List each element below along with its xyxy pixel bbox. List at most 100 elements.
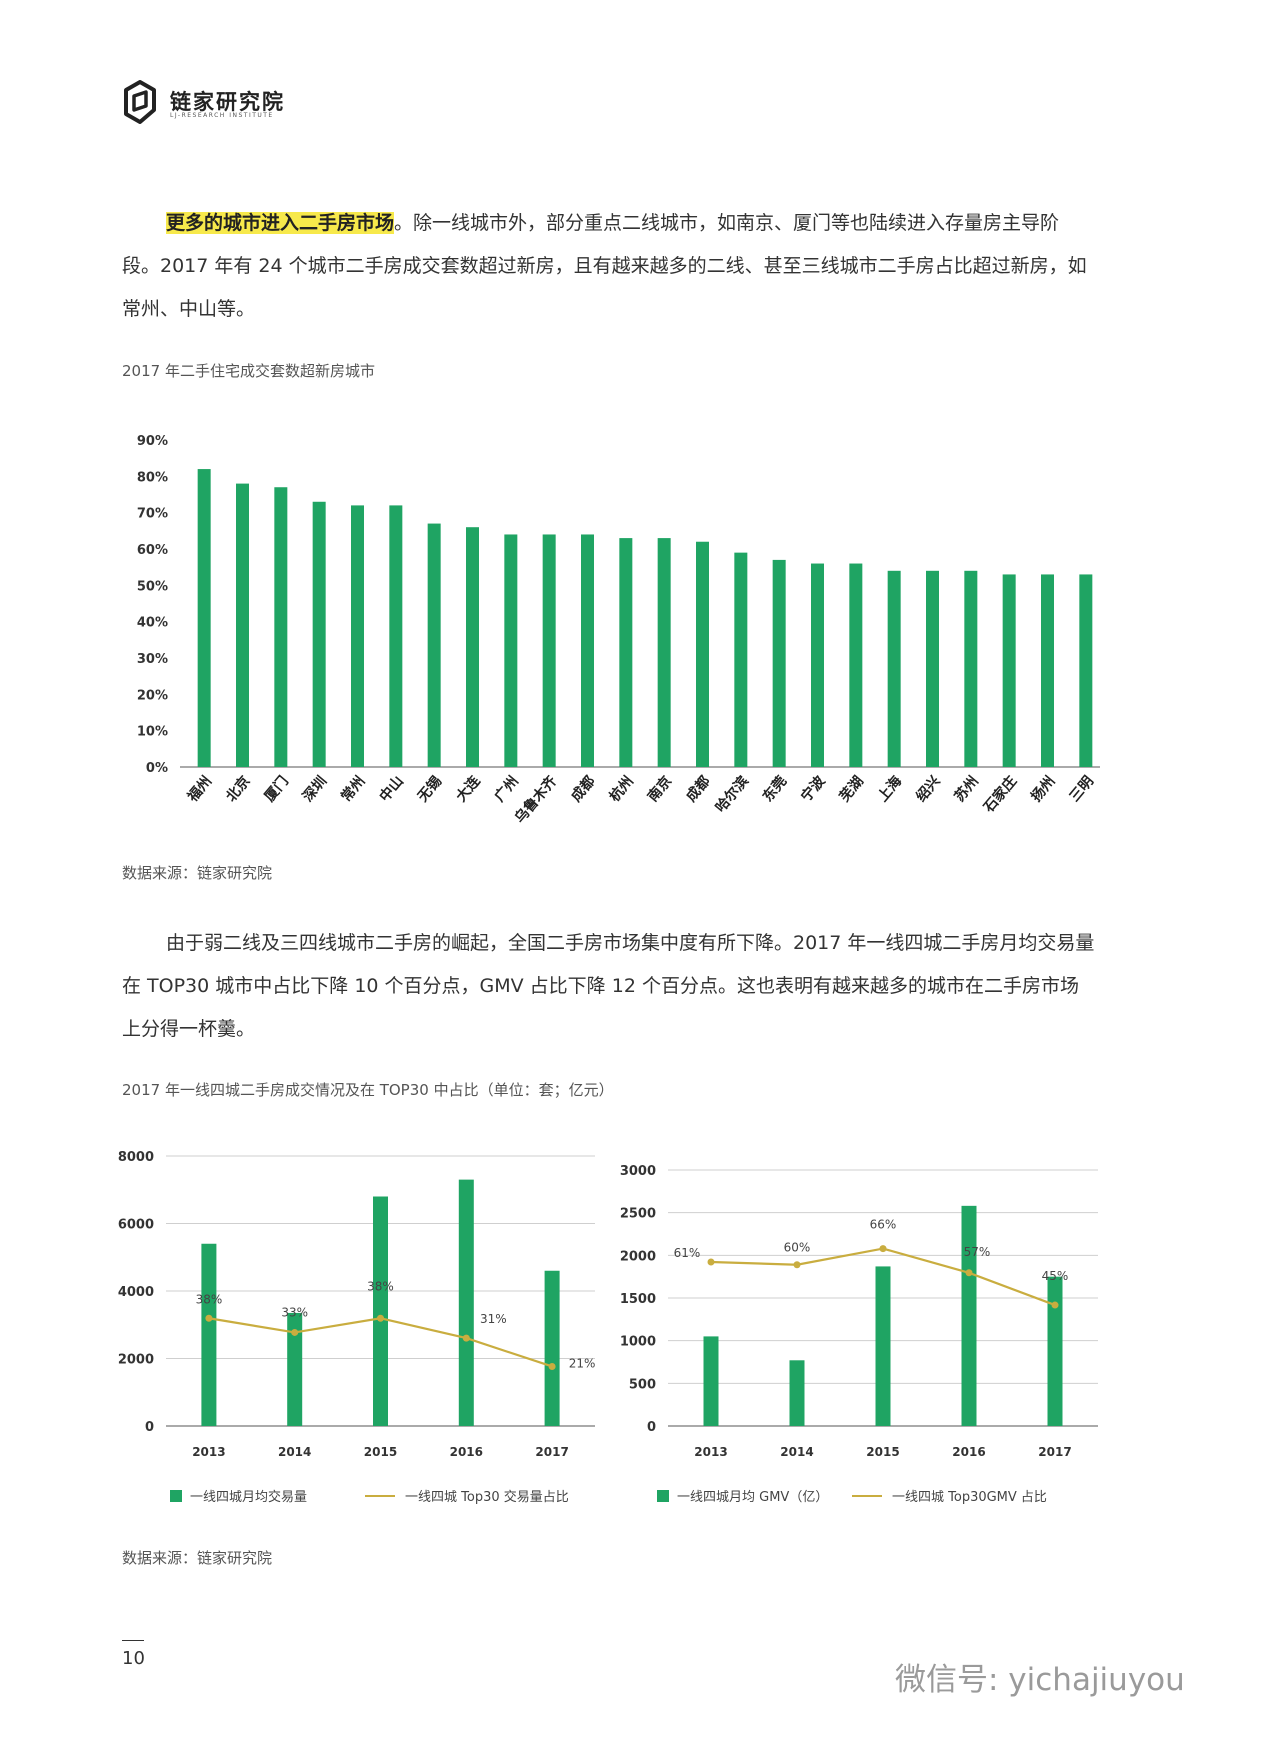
y-tick-label: 10%: [137, 725, 168, 740]
y-tick-label: 8000: [118, 1150, 154, 1165]
x-tick-label: 2016: [952, 1445, 985, 1459]
bar: [544, 1270, 560, 1426]
bar: [287, 1312, 303, 1426]
y-tick-label: 1000: [620, 1335, 656, 1350]
x-tick-label: 广州: [491, 773, 522, 805]
bar: [373, 1196, 388, 1426]
brand-subtitle: LJ-RESEARCH INSTITUTE: [170, 112, 274, 119]
bar: [274, 487, 288, 767]
x-tick-label: 2017: [1038, 1445, 1071, 1459]
x-tick-label: 杭州: [606, 773, 637, 805]
line-point: [707, 1258, 715, 1266]
x-tick-label: 成都: [683, 773, 714, 805]
bar: [657, 538, 671, 767]
bar: [351, 505, 364, 767]
x-tick-label: 北京: [223, 773, 254, 805]
x-tick-label: 2015: [364, 1445, 397, 1459]
legend-line-label: 一线四城 Top30GMV 占比: [892, 1490, 1047, 1505]
bar: [197, 469, 211, 767]
x-tick-label: 宁波: [798, 772, 830, 805]
y-tick-label: 50%: [137, 579, 168, 594]
brand-logo-icon: [124, 80, 156, 124]
page-number-rule: [122, 1640, 144, 1641]
bar: [466, 527, 479, 767]
line-point: [965, 1269, 973, 1277]
x-tick-label: 南京: [644, 773, 675, 805]
paragraph-2: 由于弱二线及三四线城市二手房的崛起，全国二手房市场集中度有所下降。2017 年一…: [122, 932, 1095, 1040]
y-tick-label: 40%: [137, 616, 168, 631]
x-tick-label: 2013: [192, 1445, 225, 1459]
x-tick-label: 大连: [453, 772, 485, 805]
bar: [581, 534, 594, 767]
y-tick-label: 2500: [620, 1207, 656, 1222]
line-point: [462, 1334, 470, 1342]
chart-1-caption: 2017 年二手住宅成交套数超新房城市: [122, 362, 375, 380]
y-tick-label: 90%: [137, 434, 168, 449]
y-tick-label: 3000: [620, 1164, 656, 1179]
x-tick-label: 芜湖: [836, 773, 867, 805]
line-data-label: 38%: [196, 1292, 223, 1306]
x-tick-label: 无锡: [414, 773, 446, 806]
paragraph-1-text: 。除一线城市外，部分重点二线城市，如南京、厦门等也陆续进入存量房主导阶段。201…: [122, 212, 1087, 320]
x-tick-label: 石家庄: [980, 773, 1021, 817]
bar: [789, 1360, 805, 1426]
bar: [201, 1243, 217, 1426]
y-tick-label: 0%: [146, 761, 168, 776]
line-data-label: 61%: [674, 1246, 701, 1260]
bar: [1079, 574, 1093, 767]
x-tick-label: 中山: [376, 773, 407, 805]
x-tick-label: 2015: [866, 1445, 899, 1459]
chart-volume: 0 2000 4000 6000 8000 2013 2014 2015 2016 2017 38%…: [118, 1150, 596, 1505]
chart-city-share: 0% 10% 20% 30% 40% 50% 60% 70% 80% 90% 福州 北京 厦门 深圳 常州中…: [137, 434, 1100, 826]
line-data-label: 45%: [1042, 1269, 1069, 1283]
bar: [849, 563, 863, 767]
x-tick-label: 苏州: [951, 773, 982, 805]
y-tick-label: 30%: [137, 652, 168, 667]
legend-bar-label: 一线四城月均 GMV（亿）: [677, 1490, 828, 1505]
bar: [236, 483, 249, 767]
wechat-watermark: 微信号: yichajiuyou: [895, 1662, 1185, 1698]
legend-line-label: 一线四城 Top30 交易量占比: [405, 1489, 569, 1505]
line-point: [548, 1362, 556, 1370]
line-point: [377, 1314, 384, 1322]
chart-gmv: 0 500 1000 1500 2000 2500 3000 2013 2014 2015 2016…: [620, 1164, 1098, 1505]
legend-bar-swatch: [170, 1490, 182, 1502]
page-number: 10: [122, 1648, 145, 1669]
chart-1-source: 数据来源：链家研究院: [122, 864, 273, 882]
line-point: [205, 1314, 213, 1322]
bar: [887, 570, 901, 767]
x-tick-label: 东莞: [759, 773, 790, 805]
line-point: [291, 1328, 299, 1336]
line-data-label: 60%: [784, 1241, 811, 1255]
line-point: [1051, 1301, 1059, 1309]
bar: [389, 505, 403, 767]
bar: [1041, 574, 1054, 767]
line-point: [793, 1261, 801, 1269]
x-tick-label: 2014: [278, 1445, 311, 1459]
bar: [772, 559, 786, 767]
paragraph-1: 更多的城市进入二手房市场。除一线城市外，部分重点二线城市，如南京、厦门等也陆续进…: [122, 202, 1097, 331]
line-data-label: 21%: [569, 1356, 596, 1370]
line-data-label: 57%: [964, 1245, 991, 1259]
bar: [811, 563, 824, 767]
x-tick-label: 福州: [184, 773, 216, 806]
bar: [961, 1205, 977, 1426]
x-tick-label: 扬州: [1028, 773, 1059, 805]
line-data-label: 66%: [870, 1218, 897, 1232]
x-tick-label: 2014: [780, 1445, 813, 1459]
line-data-label: 31%: [480, 1312, 507, 1326]
bar: [696, 541, 709, 767]
x-tick-label: 三明: [1067, 773, 1097, 805]
y-tick-label: 80%: [137, 470, 168, 485]
y-tick-label: 1500: [620, 1292, 656, 1307]
y-tick-label: 500: [629, 1377, 656, 1392]
y-tick-label: 20%: [137, 688, 168, 703]
y-tick-label: 60%: [137, 543, 168, 558]
line-point: [879, 1245, 887, 1253]
y-tick-label: 70%: [137, 507, 168, 522]
bar: [964, 570, 978, 767]
x-tick-label: 绍兴: [913, 773, 944, 805]
bar: [875, 1266, 891, 1426]
line-data-label: 33%: [281, 1305, 308, 1319]
y-tick-label: 0: [145, 1420, 154, 1435]
